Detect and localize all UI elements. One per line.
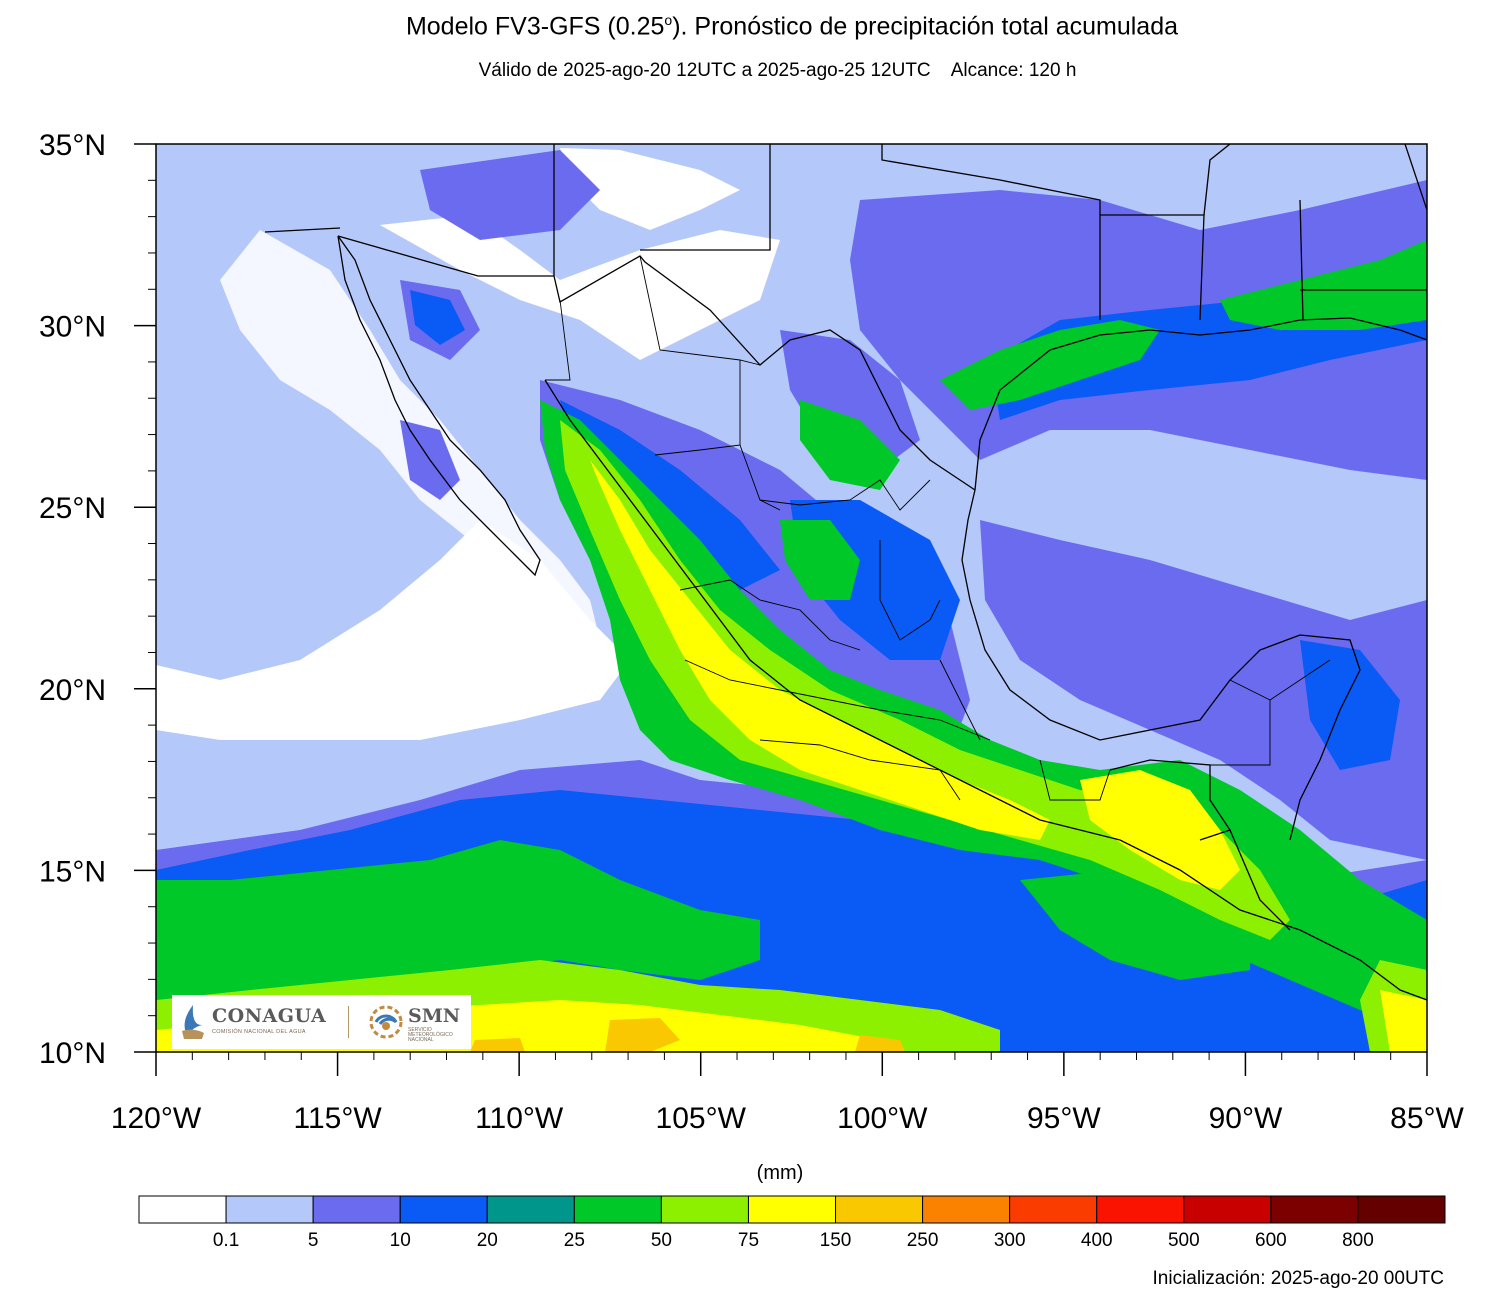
lon-tick-label: 95°W: [1027, 1102, 1101, 1135]
dry-area-north: [380, 215, 780, 360]
chart-title: Modelo FV3-GFS (0.25o). Pronóstico de pr…: [0, 12, 1500, 41]
colorbar: [138, 1195, 1446, 1224]
field-150-250: [470, 1018, 905, 1052]
lat-tick-label: 30°N: [39, 311, 106, 344]
axis-ticks: [134, 143, 1428, 1076]
colorbar-swatch: [399, 1195, 488, 1224]
lon-tick-label: 110°W: [475, 1102, 564, 1135]
colorbar-units: (mm): [756, 1162, 804, 1184]
colorbar-swatch: [573, 1195, 662, 1224]
lon-tick-label: 120°W: [111, 1102, 202, 1135]
conagua-subtitle: COMISIÓN NACIONAL DEL AGUA: [212, 1029, 306, 1035]
colorbar-label: 75: [738, 1230, 759, 1251]
lon-tick-label: 100°W: [837, 1102, 928, 1135]
logo-panel: CONAGUA COMISIÓN NACIONAL DEL AGUA SMN S…: [172, 995, 471, 1049]
colorbar-swatch: [1357, 1195, 1446, 1224]
colorbar-swatch: [1183, 1195, 1272, 1224]
colorbar-label: 400: [1081, 1230, 1113, 1251]
lon-tick-label: 115°W: [294, 1102, 383, 1135]
colorbar-swatch: [1009, 1195, 1098, 1224]
chart-subtitle: Válido de 2025-ago-20 12UTC a 2025-ago-2…: [478, 60, 1077, 81]
smn-emblem-icon: [369, 1005, 403, 1039]
logo-separator: [348, 1006, 349, 1038]
title-prefix: Modelo FV3-GFS (0.25: [405, 12, 665, 41]
conagua-logo: CONAGUA COMISIÓN NACIONAL DEL AGUA: [178, 1001, 348, 1043]
colorbar-label: 800: [1342, 1230, 1374, 1251]
colorbar-label: 5: [308, 1230, 319, 1251]
colorbar-swatch: [1270, 1195, 1359, 1224]
colorbar-label: 250: [907, 1230, 939, 1251]
lon-tick-label: 105°W: [656, 1102, 747, 1135]
colorbar-swatch: [225, 1195, 314, 1224]
smn-subtitle: SERVICIO METEOROLÓGICO NACIONAL: [408, 1027, 453, 1043]
lat-tick-label: 35°N: [39, 129, 106, 162]
lat-tick-label: 25°N: [39, 492, 106, 525]
latitude-labels: 35°N 30°N 25°N 20°N 15°N 10°N: [39, 129, 106, 1070]
colorbar-swatch: [922, 1195, 1011, 1224]
colorbar-label: 25: [564, 1230, 585, 1251]
colorbar-swatch: [486, 1195, 575, 1224]
lon-tick-label: 85°W: [1390, 1102, 1464, 1135]
colorbar-swatch: [1096, 1195, 1185, 1224]
colorbar-label: 20: [477, 1230, 498, 1251]
map-frame: [155, 143, 1428, 1053]
colorbar-label: 0.1: [213, 1230, 239, 1251]
smn-name: SMN: [408, 1005, 461, 1027]
colorbar-label: 300: [994, 1230, 1026, 1251]
colorbar-label: 500: [1168, 1230, 1200, 1251]
colorbar-labels: 0.1 5 10 20 25 50 75 150 250 300 400 500 600 800: [213, 1230, 1374, 1251]
lat-tick-label: 20°N: [39, 674, 106, 707]
colorbar-swatch: [138, 1195, 227, 1224]
colorbar-label: 150: [820, 1230, 852, 1251]
lat-tick-label: 15°N: [39, 855, 106, 888]
smn-logo: SMN SERVICIO METEOROLÓGICO NACIONAL: [366, 1001, 466, 1043]
colorbar-label: 600: [1255, 1230, 1287, 1251]
initialization-label: Inicialización: 2025-ago-20 00UTC: [1152, 1268, 1445, 1289]
colorbar-swatch: [660, 1195, 749, 1224]
colorbar-label: 10: [390, 1230, 411, 1251]
conagua-name: CONAGUA: [212, 1005, 327, 1027]
dry-area-arizona: [560, 148, 740, 230]
precipitation-field: [156, 144, 1427, 1052]
colorbar-swatch: [835, 1195, 924, 1224]
colorbar-label: 50: [651, 1230, 672, 1251]
lat-tick-label: 10°N: [39, 1037, 106, 1070]
colorbar-swatch: [747, 1195, 837, 1224]
longitude-labels: 120°W 115°W 110°W 105°W 100°W 95°W 90°W 85°W: [111, 1102, 1465, 1135]
country-borders: [264, 144, 1427, 1001]
title-degree: o: [664, 12, 673, 28]
colorbar-swatch: [312, 1195, 401, 1224]
lon-tick-label: 90°W: [1209, 1102, 1283, 1135]
state-borders: [545, 255, 1331, 801]
conagua-emblem-icon: [182, 1005, 204, 1039]
title-suffix: ). Pronóstico de precipitación total acu…: [672, 12, 1179, 41]
